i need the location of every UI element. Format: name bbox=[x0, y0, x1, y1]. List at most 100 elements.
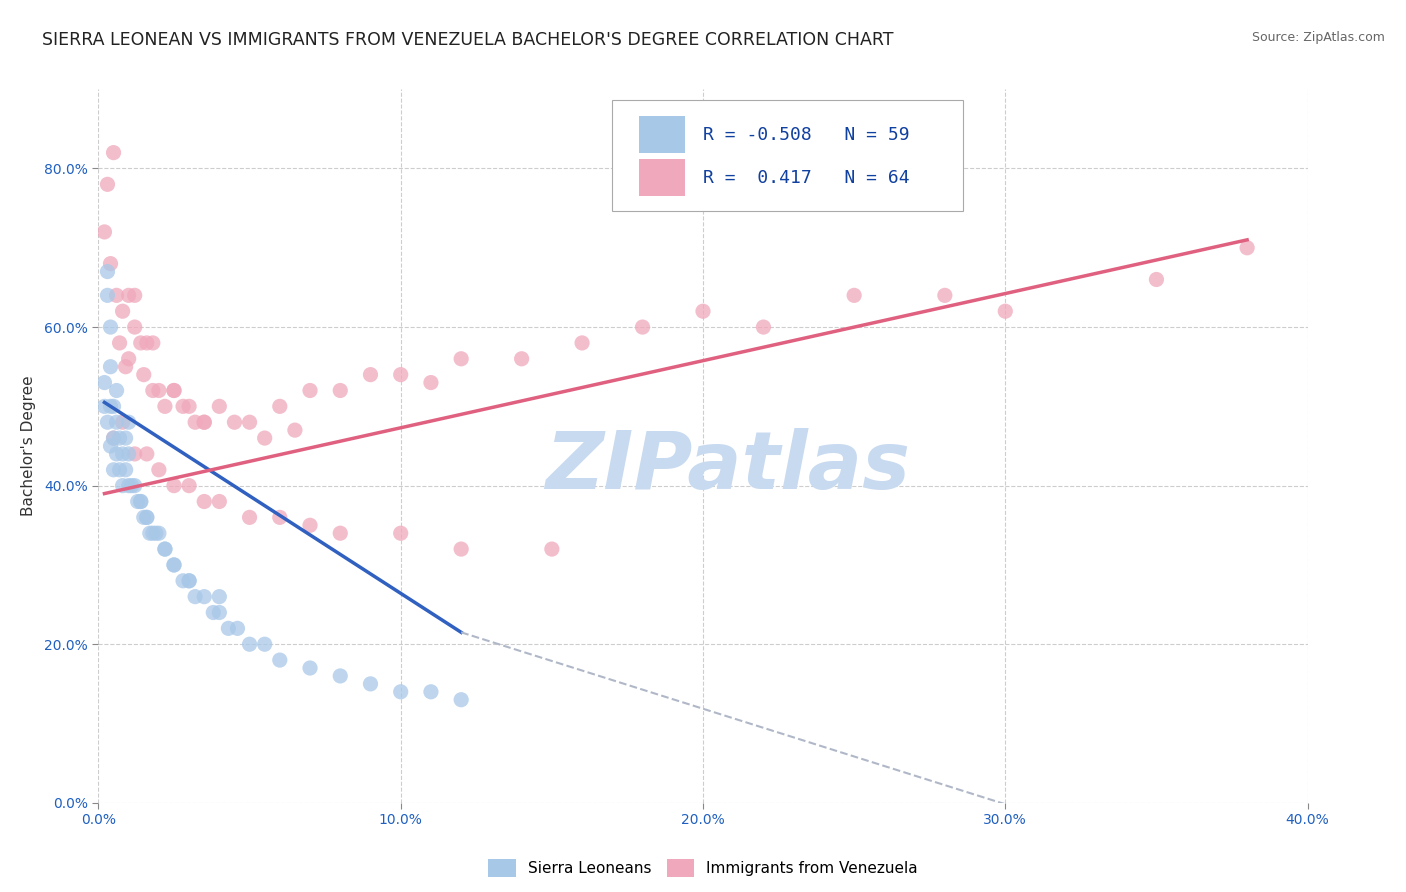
Point bbox=[389, 368, 412, 382]
Point bbox=[129, 494, 152, 508]
Point bbox=[253, 637, 276, 651]
Point bbox=[202, 606, 225, 620]
Point bbox=[111, 447, 134, 461]
Point bbox=[111, 415, 134, 429]
Point bbox=[135, 447, 157, 461]
Point bbox=[571, 335, 593, 350]
Point bbox=[105, 288, 128, 302]
Text: Source: ZipAtlas.com: Source: ZipAtlas.com bbox=[1251, 31, 1385, 45]
Point bbox=[100, 400, 122, 414]
Point bbox=[329, 669, 352, 683]
Point bbox=[163, 478, 186, 492]
Point bbox=[217, 621, 239, 635]
Point bbox=[299, 384, 322, 398]
Point bbox=[450, 542, 472, 557]
Point bbox=[163, 384, 186, 398]
Point bbox=[105, 384, 128, 398]
Point bbox=[208, 590, 231, 604]
Point bbox=[100, 359, 122, 374]
Point bbox=[127, 494, 149, 508]
Point bbox=[100, 257, 122, 271]
Point bbox=[540, 542, 562, 557]
Point bbox=[226, 621, 249, 635]
Point bbox=[239, 637, 262, 651]
Point bbox=[108, 335, 131, 350]
Point bbox=[124, 288, 146, 302]
Point bbox=[135, 510, 157, 524]
Point bbox=[96, 415, 118, 429]
Point bbox=[100, 439, 122, 453]
Point bbox=[184, 415, 207, 429]
Point bbox=[284, 423, 307, 437]
Point bbox=[253, 431, 276, 445]
Point bbox=[124, 320, 146, 334]
Point bbox=[179, 400, 201, 414]
Point bbox=[111, 478, 134, 492]
Point bbox=[118, 351, 141, 366]
Point bbox=[752, 320, 775, 334]
Point bbox=[124, 447, 146, 461]
Point bbox=[193, 590, 215, 604]
Point bbox=[118, 288, 141, 302]
Point bbox=[193, 415, 215, 429]
Point bbox=[93, 376, 115, 390]
Point bbox=[96, 264, 118, 278]
Point bbox=[208, 606, 231, 620]
Point bbox=[994, 304, 1017, 318]
Point bbox=[118, 478, 141, 492]
Point bbox=[148, 384, 170, 398]
Point bbox=[93, 400, 115, 414]
Point bbox=[148, 463, 170, 477]
Point bbox=[132, 510, 155, 524]
Point bbox=[239, 415, 262, 429]
Point bbox=[96, 288, 118, 302]
Point bbox=[142, 335, 165, 350]
Point bbox=[208, 494, 231, 508]
FancyBboxPatch shape bbox=[613, 100, 963, 211]
Point bbox=[193, 494, 215, 508]
Legend: Sierra Leoneans, Immigrants from Venezuela: Sierra Leoneans, Immigrants from Venezue… bbox=[482, 854, 924, 883]
Point bbox=[145, 526, 167, 541]
Point bbox=[103, 400, 125, 414]
Point bbox=[148, 526, 170, 541]
Point bbox=[135, 335, 157, 350]
Point bbox=[329, 384, 352, 398]
Point bbox=[193, 415, 215, 429]
Point bbox=[114, 431, 136, 445]
Text: R =  0.417   N = 64: R = 0.417 N = 64 bbox=[703, 169, 910, 186]
Point bbox=[103, 145, 125, 160]
Point bbox=[142, 526, 165, 541]
Point bbox=[163, 558, 186, 572]
Point bbox=[108, 463, 131, 477]
Point bbox=[118, 415, 141, 429]
Point bbox=[108, 431, 131, 445]
Point bbox=[121, 478, 143, 492]
Point bbox=[129, 494, 152, 508]
Point bbox=[118, 447, 141, 461]
Point bbox=[224, 415, 246, 429]
Point bbox=[844, 288, 866, 302]
Text: R = -0.508   N = 59: R = -0.508 N = 59 bbox=[703, 126, 910, 144]
Bar bbox=[638, 159, 685, 196]
Point bbox=[450, 351, 472, 366]
Point bbox=[329, 526, 352, 541]
Point bbox=[105, 447, 128, 461]
Point bbox=[389, 685, 412, 699]
Point bbox=[139, 526, 162, 541]
Point bbox=[179, 478, 201, 492]
Y-axis label: Bachelor's Degree: Bachelor's Degree bbox=[21, 376, 35, 516]
Point bbox=[299, 661, 322, 675]
Point bbox=[153, 542, 176, 557]
Point bbox=[163, 384, 186, 398]
Point bbox=[239, 510, 262, 524]
Bar bbox=[638, 116, 685, 153]
Point bbox=[934, 288, 956, 302]
Point bbox=[114, 463, 136, 477]
Point bbox=[132, 368, 155, 382]
Point bbox=[208, 400, 231, 414]
Point bbox=[103, 431, 125, 445]
Point bbox=[299, 518, 322, 533]
Point bbox=[111, 304, 134, 318]
Point bbox=[142, 384, 165, 398]
Point bbox=[100, 320, 122, 334]
